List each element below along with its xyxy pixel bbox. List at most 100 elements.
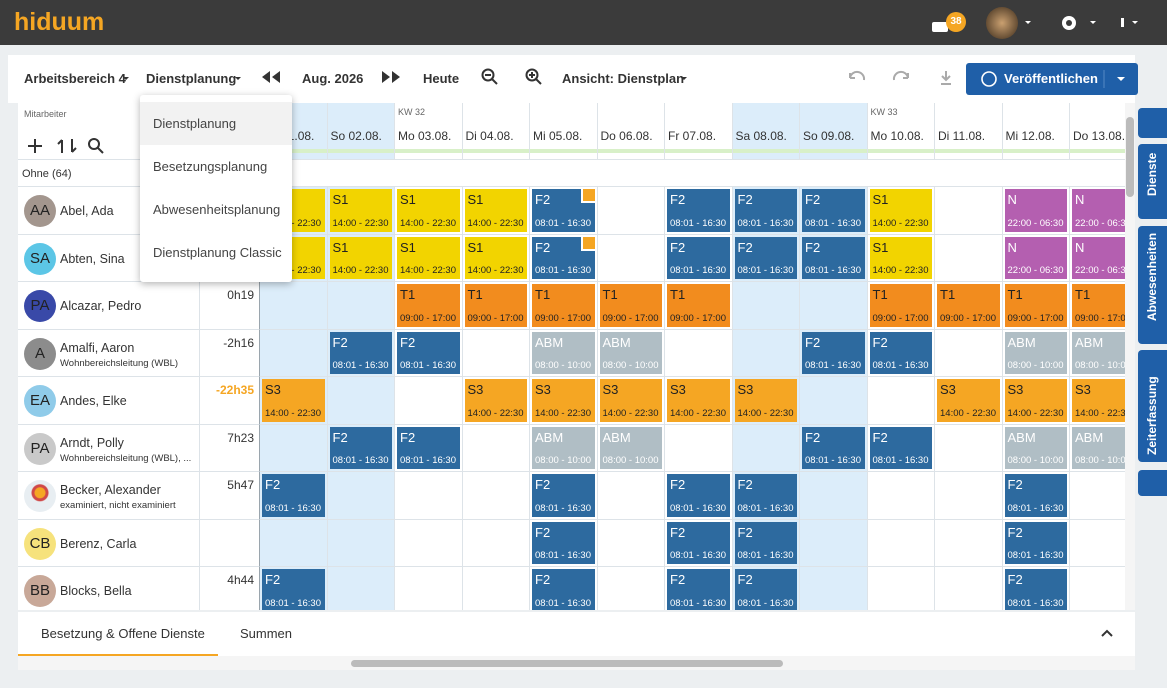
shift[interactable]: S1 14:00 - 22:30 [397, 236, 460, 279]
logo[interactable]: hiduum [14, 8, 105, 36]
sidebar-tab[interactable]: Abwesenheiten [1138, 226, 1167, 344]
shift[interactable]: T1 09:00 - 17:00 [397, 284, 460, 327]
dropdown-item[interactable]: Dienstplanung [140, 102, 292, 145]
employee-name[interactable]: Becker, Alexander [60, 483, 161, 497]
shift[interactable]: F2 08:01 - 16:30 [734, 474, 797, 517]
shift[interactable]: F2 08:01 - 16:30 [532, 569, 595, 610]
action-icons[interactable] [846, 68, 956, 88]
shift[interactable]: ABM 08:00 - 10:00 [1004, 426, 1067, 469]
shift[interactable]: F2 08:01 - 16:30 [532, 474, 595, 517]
dropdown-item[interactable]: Abwesenheitsplanung [153, 202, 281, 217]
shift[interactable]: F2 08:01 - 16:30 [1004, 569, 1067, 610]
sidebar-grid-tab[interactable] [1138, 108, 1167, 138]
shift[interactable]: S3 14:00 - 22:30 [1072, 379, 1125, 422]
shift[interactable]: S1 14:00 - 22:30 [329, 236, 392, 279]
shift[interactable]: F2 08:01 - 16:30 [329, 331, 392, 374]
view-select[interactable]: Ansicht: Dienstplan [562, 71, 685, 86]
shift[interactable]: ABM 08:00 - 10:00 [532, 331, 595, 374]
shift[interactable]: F2 08:01 - 16:30 [397, 426, 460, 469]
shift[interactable]: S3 14:00 - 22:30 [734, 379, 797, 422]
shift[interactable]: F2 08:01 - 16:30 [667, 474, 730, 517]
shift[interactable]: N 22:00 - 06:30 [1072, 189, 1125, 232]
shift[interactable]: T1 09:00 - 17:00 [1072, 284, 1125, 327]
shift[interactable]: T1 09:00 - 17:00 [1004, 284, 1067, 327]
shift[interactable]: F2 08:01 - 16:30 [802, 331, 865, 374]
user-avatar[interactable] [986, 7, 1018, 39]
publish-button[interactable]: Veröffentlichen [966, 63, 1138, 95]
employee-name[interactable]: Andes, Elke [60, 394, 127, 408]
employee-name[interactable]: Alcazar, Pedro [60, 299, 142, 313]
shift[interactable]: F2 08:01 - 16:30 [802, 426, 865, 469]
shift[interactable]: F2 08:01 - 16:30 [532, 521, 595, 564]
employee-name[interactable]: Amalfi, Aaron [60, 340, 135, 355]
collapse-icon[interactable] [1100, 628, 1114, 638]
shift[interactable]: N 22:00 - 06:30 [1072, 236, 1125, 279]
v-scrollbar[interactable] [1125, 103, 1135, 610]
shift[interactable]: S3 14:00 - 22:30 [464, 379, 527, 422]
tab[interactable]: Summen [240, 626, 293, 641]
shift[interactable]: S3 14:00 - 22:30 [532, 379, 595, 422]
shift[interactable]: ABM 08:00 - 10:00 [1004, 331, 1067, 374]
shift[interactable]: F2 08:01 - 16:30 [869, 331, 932, 374]
top-icons[interactable] [1020, 16, 1160, 30]
shift[interactable]: F2 08:01 - 16:30 [734, 236, 797, 279]
sidebar-tab[interactable]: Dienste [1138, 144, 1167, 219]
shift[interactable]: F2 08:01 - 16:30 [262, 569, 325, 610]
shift[interactable]: S1 14:00 - 22:30 [464, 189, 527, 232]
unassigned-label[interactable]: Ohne (64) [22, 168, 72, 180]
shift[interactable]: ABM 08:00 - 10:00 [532, 426, 595, 469]
shift[interactable]: T1 09:00 - 17:00 [532, 284, 595, 327]
shift[interactable]: S3 14:00 - 22:30 [1004, 379, 1067, 422]
shift[interactable]: ABM 08:00 - 10:00 [1072, 331, 1125, 374]
shift[interactable]: T1 09:00 - 17:00 [937, 284, 1000, 327]
shift[interactable]: F2 08:01 - 16:30 [1004, 474, 1067, 517]
shift[interactable]: ABM 08:00 - 10:00 [599, 331, 662, 374]
employee-name[interactable]: Abten, Sina [60, 251, 125, 266]
view-mode-select[interactable]: Dienstplanung [146, 71, 237, 86]
sidebar-info-tab[interactable] [1138, 470, 1167, 496]
shift[interactable]: S3 14:00 - 22:30 [262, 379, 325, 422]
shift[interactable]: F2 08:01 - 16:30 [532, 189, 595, 232]
prev-button[interactable] [260, 70, 284, 84]
shift[interactable]: F2 08:01 - 16:30 [667, 189, 730, 232]
employee-name[interactable]: Arndt, Polly [60, 435, 124, 450]
next-button[interactable] [380, 70, 404, 84]
shift[interactable]: S1 14:00 - 22:30 [397, 189, 460, 232]
shift[interactable]: S3 14:00 - 22:30 [599, 379, 662, 422]
dropdown-item[interactable]: Dienstplanung Classic [153, 245, 282, 260]
shift[interactable]: ABM 08:00 - 10:00 [1072, 426, 1125, 469]
employee-name[interactable]: Abel, Ada [60, 204, 114, 218]
shift[interactable]: F2 08:01 - 16:30 [667, 569, 730, 610]
shift[interactable]: F2 08:01 - 16:30 [734, 189, 797, 232]
shift[interactable]: F2 08:01 - 16:30 [869, 426, 932, 469]
shift[interactable]: F2 08:01 - 16:30 [397, 331, 460, 374]
grid-tools[interactable] [26, 136, 126, 156]
shift[interactable]: T1 09:00 - 17:00 [464, 284, 527, 327]
shift[interactable]: F2 08:01 - 16:30 [734, 569, 797, 610]
shift[interactable]: F2 08:01 - 16:30 [1004, 521, 1067, 564]
shift[interactable]: F2 08:01 - 16:30 [532, 236, 595, 279]
sidebar-tab[interactable]: Zeiterfassung [1138, 350, 1167, 462]
shift[interactable]: S1 14:00 - 22:30 [869, 189, 932, 232]
shift[interactable]: F2 08:01 - 16:30 [262, 474, 325, 517]
workspace-select[interactable]: Arbeitsbereich 4 [24, 71, 126, 86]
dropdown-item[interactable]: Besetzungsplanung [153, 159, 268, 174]
shift[interactable]: T1 09:00 - 17:00 [667, 284, 730, 327]
zoom-buttons[interactable] [480, 67, 570, 87]
inbox-icon[interactable] [928, 12, 968, 38]
shift[interactable]: F2 08:01 - 16:30 [734, 521, 797, 564]
today-button[interactable]: Heute [423, 71, 460, 86]
shift[interactable]: S1 14:00 - 22:30 [329, 189, 392, 232]
shift[interactable]: F2 08:01 - 16:30 [667, 236, 730, 279]
shift[interactable]: F2 08:01 - 16:30 [667, 521, 730, 564]
shift[interactable]: F2 08:01 - 16:30 [802, 236, 865, 279]
shift[interactable]: T1 09:00 - 17:00 [599, 284, 662, 327]
tab[interactable]: Besetzung & Offene Dienste [41, 626, 205, 641]
employee-name[interactable]: Berenz, Carla [60, 536, 137, 551]
shift[interactable]: N 22:00 - 06:30 [1004, 236, 1067, 279]
shift[interactable]: S3 14:00 - 22:30 [937, 379, 1000, 422]
h-scrollbar[interactable] [18, 656, 1135, 670]
shift[interactable]: S3 14:00 - 22:30 [667, 379, 730, 422]
employee-name[interactable]: Blocks, Bella [60, 584, 132, 598]
shift[interactable]: F2 08:01 - 16:30 [802, 189, 865, 232]
